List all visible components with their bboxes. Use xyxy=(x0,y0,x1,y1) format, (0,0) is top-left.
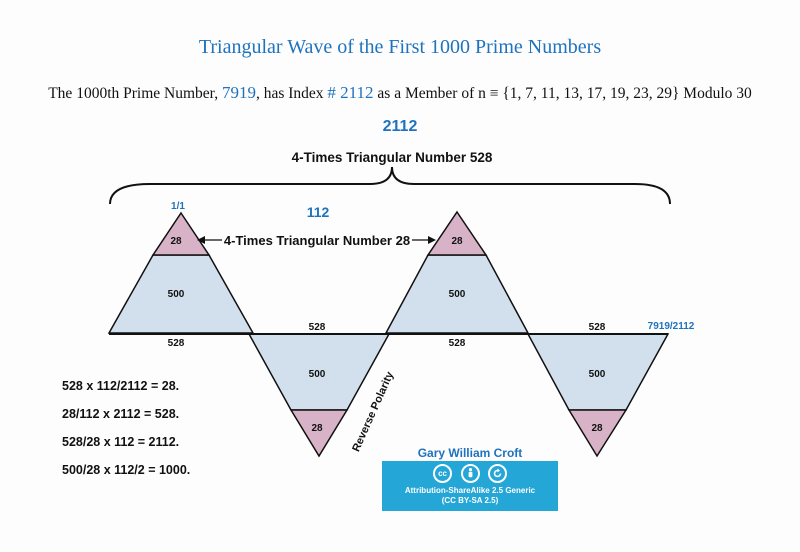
small-triangle-label: 4-Times Triangular Number 28 xyxy=(224,233,410,248)
top-index-label: 2112 xyxy=(382,118,418,135)
page-title: Triangular Wave of the First 1000 Prime … xyxy=(198,36,602,58)
sub-index-label: 112 xyxy=(307,204,330,220)
tip-value: 28 xyxy=(591,423,603,434)
right-arrow-head xyxy=(428,236,436,244)
index-value: # 2112 xyxy=(327,83,374,102)
license-icons: cc xyxy=(382,464,558,483)
triangle-up-2-tip xyxy=(426,210,488,256)
subtitle-suffix: as a Member of n ≡ {1, 7, 11, 13, 17, 19… xyxy=(377,85,752,102)
equation-2: 28/112 x 2112 = 528. xyxy=(62,407,180,421)
triangle-down-1-tip xyxy=(289,409,349,458)
subtitle-prefix: The 1000th Prime Number, xyxy=(48,85,219,102)
license-badge[interactable]: cc Attribution-ShareAlike 2.5 Generic (C… xyxy=(382,461,558,511)
attribution-icon xyxy=(460,464,480,483)
author-name: Gary William Croft xyxy=(417,446,523,460)
body-value: 500 xyxy=(449,289,466,300)
cc-icon: cc xyxy=(433,464,453,483)
base-value: 528 xyxy=(168,338,185,349)
body-value: 500 xyxy=(168,289,185,300)
equation-4: 500/28 x 112/2 = 1000. xyxy=(62,463,191,477)
curly-brace xyxy=(109,166,671,205)
start-label: 1/1 xyxy=(171,201,185,212)
triangle-up-1-tip xyxy=(151,211,211,256)
subtitle-middle: , has Index xyxy=(255,85,324,102)
base-value: 528 xyxy=(589,322,606,333)
brace-label: 4-Times Triangular Number 528 xyxy=(291,150,493,165)
license-name: Attribution-ShareAlike 2.5 Generic xyxy=(404,486,536,495)
tip-value: 28 xyxy=(451,236,463,247)
equation-3: 528/28 x 112 = 2112. xyxy=(62,435,180,449)
base-value: 528 xyxy=(449,338,466,349)
left-arrow-head xyxy=(197,236,205,244)
prime-value: 7919 xyxy=(221,83,256,102)
base-value: 528 xyxy=(309,322,326,333)
license-code: (CC BY-SA 2.5) xyxy=(441,496,499,505)
tip-value: 28 xyxy=(311,423,323,434)
share-alike-icon xyxy=(487,464,507,483)
body-value: 500 xyxy=(309,369,326,380)
subtitle: The 1000th Prime Number, 7919, has Index… xyxy=(0,83,800,103)
end-label: 7919/2112 xyxy=(648,321,695,332)
tip-value: 28 xyxy=(170,236,182,247)
triangle-down-2-tip xyxy=(567,409,628,458)
equation-1: 528 x 112/2112 = 28. xyxy=(62,379,180,393)
body-value: 500 xyxy=(589,369,606,380)
